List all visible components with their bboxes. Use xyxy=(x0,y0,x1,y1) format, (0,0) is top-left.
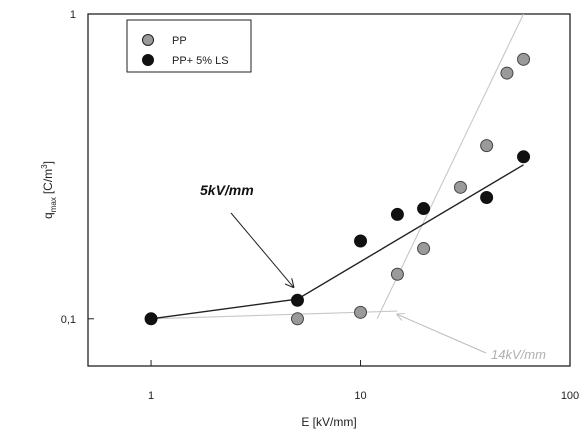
legend-label-pp-ls: PP+ 5% LS xyxy=(172,55,229,67)
y-axis-title-sub: max xyxy=(49,197,58,212)
legend-marker-pp xyxy=(142,34,154,46)
y-axis-title-close: ] xyxy=(41,161,55,164)
y-axis-title-sup: 3 xyxy=(40,164,49,169)
data-point-pp xyxy=(390,267,404,281)
x-tick-label: 100 xyxy=(561,390,579,402)
annotation-arrow-5kv xyxy=(230,212,293,287)
data-point-pp xyxy=(354,305,368,319)
y-axis-title-main: q xyxy=(41,212,55,219)
annotation-5kv: 5kV/mm xyxy=(200,182,254,198)
data-point-pp-ls xyxy=(390,207,404,221)
legend: PP PP+ 5% LS xyxy=(126,19,252,73)
y-tick-label: 0,1 xyxy=(61,314,76,326)
annotation-arrow-14kv xyxy=(397,314,487,354)
data-points xyxy=(144,52,531,326)
data-point-pp-ls xyxy=(144,312,158,326)
x-axis-title: E [kV/mm] xyxy=(301,415,356,429)
data-point-pp xyxy=(290,312,304,326)
data-point-pp-ls xyxy=(480,191,494,205)
data-point-pp xyxy=(500,66,514,80)
svg-text:qmax[C/m3]: qmax [C/m3] xyxy=(40,161,58,219)
annotation-14kv: 14kV/mm xyxy=(491,347,546,362)
legend-marker-pp-ls xyxy=(142,54,154,66)
axis-ticks: 1 10 100 0,1 1 xyxy=(61,9,579,402)
x-tick-label: 1 xyxy=(148,390,154,402)
data-point-pp xyxy=(453,180,467,194)
data-point-pp-ls xyxy=(517,150,531,164)
fit-line xyxy=(376,13,524,320)
y-tick-label: 1 xyxy=(70,9,76,21)
data-point-pp-ls xyxy=(290,293,304,307)
data-point-pp xyxy=(480,139,494,153)
data-point-pp xyxy=(517,52,531,66)
plot-frame xyxy=(87,13,571,367)
y-axis-title-unit: [C/m xyxy=(41,169,55,194)
annotations: 5kV/mm 14kV/mm xyxy=(200,182,546,362)
data-point-pp-ls xyxy=(354,234,368,248)
legend-label-pp: PP xyxy=(172,35,187,47)
data-point-pp xyxy=(417,242,431,256)
y-axis-title: qmax [C/m3] xyxy=(40,161,58,219)
data-point-pp-ls xyxy=(417,202,431,216)
x-tick-label: 10 xyxy=(354,390,366,402)
